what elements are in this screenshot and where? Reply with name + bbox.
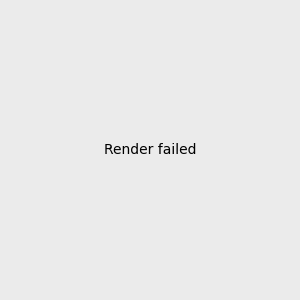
- Text: Render failed: Render failed: [104, 143, 196, 157]
